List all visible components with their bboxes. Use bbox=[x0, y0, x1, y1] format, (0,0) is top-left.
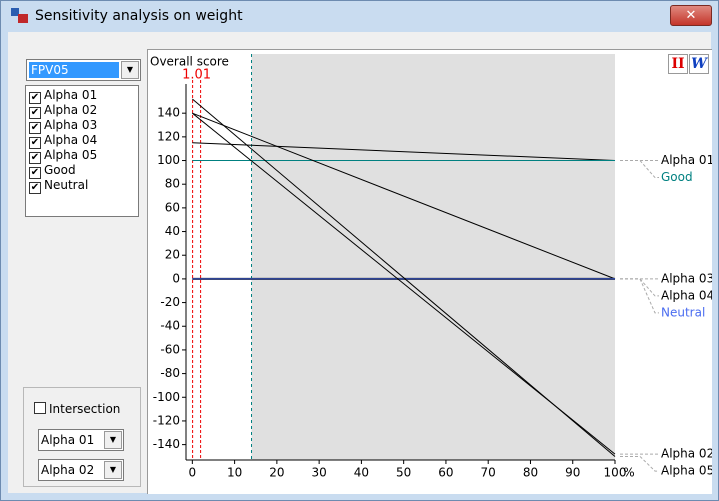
list-item: ✔Alpha 02 bbox=[29, 103, 97, 117]
y-tick-label: 80 bbox=[165, 177, 180, 191]
x-tick-label: 90 bbox=[565, 466, 580, 480]
y-tick-label: 140 bbox=[157, 106, 180, 120]
list-item: ✔Alpha 03 bbox=[29, 118, 97, 132]
list-item: ✔Alpha 05 bbox=[29, 148, 97, 162]
chart: Overall score -140 -120 -100 -80 -60 -40 -20 0 20… bbox=[148, 50, 712, 494]
app-icon bbox=[11, 8, 29, 24]
x-tick-label: 80 bbox=[523, 466, 538, 480]
second-dropdown[interactable]: Alpha 02 ▼ bbox=[38, 459, 124, 481]
y-tick-label: -80 bbox=[160, 366, 180, 380]
x-tick-label: 30 bbox=[311, 466, 326, 480]
x-tick-label: 20 bbox=[269, 466, 284, 480]
list-item: ✔Neutral bbox=[29, 178, 88, 192]
intersection-checkbox[interactable]: Intersection bbox=[34, 402, 120, 416]
x-tick-label: 60 bbox=[438, 466, 453, 480]
y-tick-label: 40 bbox=[165, 224, 180, 238]
item-label: Alpha 04 bbox=[44, 133, 97, 147]
window-title: Sensitivity analysis on weight bbox=[35, 8, 243, 24]
y-tick-label: -40 bbox=[160, 319, 180, 333]
y-tick-label: 120 bbox=[157, 129, 180, 143]
alternative-dropdown[interactable]: FPV05 ▼ bbox=[26, 59, 141, 81]
y-tick-label: 20 bbox=[165, 248, 180, 262]
y-tick-label: -140 bbox=[153, 437, 180, 451]
title-bar: Sensitivity analysis on weight ✕ bbox=[1, 1, 718, 31]
dropdown-button[interactable]: ▼ bbox=[104, 431, 122, 449]
checkbox[interactable] bbox=[34, 402, 46, 414]
checkbox[interactable]: ✔ bbox=[29, 182, 41, 194]
series-end-label: Neutral bbox=[661, 305, 705, 319]
chart-panel: Overall score -140 -120 -100 -80 -60 -40 -20 0 20… bbox=[147, 49, 712, 494]
label-connector bbox=[620, 279, 659, 313]
dropdown-button[interactable]: ▼ bbox=[104, 461, 122, 479]
item-label: Alpha 02 bbox=[44, 103, 97, 117]
y-tick-label: -120 bbox=[153, 413, 180, 427]
y-axis-label: Overall score bbox=[150, 55, 229, 69]
x-tick-label: 40 bbox=[354, 466, 369, 480]
x-axis-label: % bbox=[623, 466, 634, 480]
toolbar-button[interactable]: W bbox=[689, 54, 709, 74]
toolbar-button[interactable]: II bbox=[668, 54, 688, 74]
x-tick-label: 50 bbox=[396, 466, 411, 480]
item-label: Good bbox=[44, 163, 76, 177]
label-connector bbox=[620, 279, 659, 296]
item-label: Alpha 01 bbox=[44, 88, 97, 102]
x-tick-label: 10 bbox=[227, 466, 242, 480]
y-tick-label: -100 bbox=[153, 390, 180, 404]
series-end-label: Alpha 05 bbox=[661, 464, 712, 478]
dropdown-value: Alpha 01 bbox=[41, 433, 94, 447]
dropdown-value: FPV05 bbox=[29, 62, 119, 78]
list-item: ✔Alpha 04 bbox=[29, 133, 97, 147]
first-dropdown[interactable]: Alpha 01 ▼ bbox=[38, 429, 124, 451]
dropdown-value: Alpha 02 bbox=[41, 463, 94, 477]
series-end-label: Alpha 01 bbox=[661, 153, 712, 167]
item-label: Neutral bbox=[44, 178, 88, 192]
y-tick-label: -60 bbox=[160, 342, 180, 356]
window: Sensitivity analysis on weight ✕ FPV05 ▼… bbox=[0, 0, 719, 501]
dropdown-button[interactable]: ▼ bbox=[121, 61, 139, 79]
checkbox-label: Intersection bbox=[49, 402, 120, 416]
label-connector bbox=[620, 161, 659, 178]
series-end-label: Good bbox=[661, 170, 693, 184]
series-end-label: Alpha 03 bbox=[661, 271, 712, 285]
series-end-label: Alpha 02 bbox=[661, 447, 712, 461]
y-tick-label: 0 bbox=[172, 271, 180, 285]
list-item: ✔Alpha 01 bbox=[29, 88, 97, 102]
y-tick-label: 60 bbox=[165, 200, 180, 214]
item-label: Alpha 05 bbox=[44, 148, 97, 162]
series-end-label: Alpha 04 bbox=[661, 288, 712, 302]
page: Sensitivity analysis on weight ✕ FPV05 ▼… bbox=[0, 0, 719, 501]
list-item: ✔Good bbox=[29, 163, 76, 177]
marker-label: 1.01 bbox=[182, 68, 211, 83]
close-button[interactable]: ✕ bbox=[670, 5, 712, 26]
y-tick-label: 100 bbox=[157, 153, 180, 167]
series-list: ✔Alpha 01✔Alpha 02✔Alpha 03✔Alpha 04✔Alp… bbox=[25, 85, 139, 217]
client-area: FPV05 ▼ ✔Alpha 01✔Alpha 02✔Alpha 03✔Alph… bbox=[8, 32, 711, 493]
y-tick-label: -20 bbox=[160, 295, 180, 309]
x-tick-label: 70 bbox=[481, 466, 496, 480]
x-tick-label: 0 bbox=[189, 466, 197, 480]
item-label: Alpha 03 bbox=[44, 118, 97, 132]
intersection-group: Intersection Alpha 01 ▼ Alpha 02 ▼ bbox=[23, 387, 141, 487]
